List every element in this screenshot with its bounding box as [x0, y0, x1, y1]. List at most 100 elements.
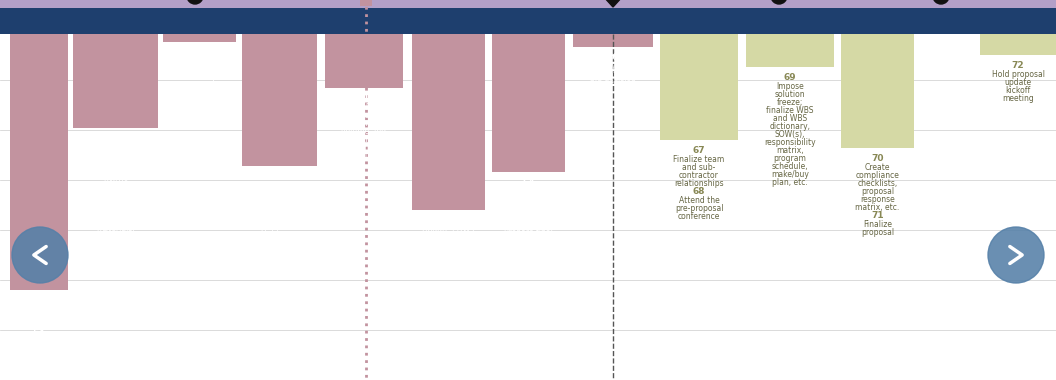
Text: 68: 68 [693, 187, 705, 196]
Text: review PDWs;: review PDWs; [253, 189, 305, 198]
Text: response: response [861, 195, 894, 204]
Text: mock-ups/: mock-ups/ [260, 205, 299, 214]
Text: Team review,: Team review, [339, 111, 389, 120]
Text: 70: 70 [871, 154, 884, 163]
Circle shape [187, 0, 203, 4]
Circle shape [771, 0, 787, 4]
Text: 62: 62 [442, 216, 455, 225]
Text: Draft: Draft [106, 265, 126, 274]
Bar [980, 34, 1056, 55]
Text: 54: 54 [33, 329, 45, 338]
Text: writers': writers' [101, 200, 130, 209]
Text: Prepare: Prepare [24, 338, 54, 347]
Text: Pink Team: Pink Team [429, 257, 468, 266]
Text: 57: 57 [109, 256, 121, 265]
Text: Attend the: Attend the [679, 196, 719, 205]
Text: Prepare final: Prepare final [504, 228, 553, 237]
Bar [660, 34, 738, 140]
Text: make/buy: make/buy [771, 170, 809, 179]
Text: matrix, etc.: matrix, etc. [855, 203, 900, 212]
Text: OPPs: OPPs [270, 213, 289, 222]
Text: Initiate: Initiate [25, 305, 53, 314]
Text: preparation: preparation [17, 313, 61, 322]
Text: bid decision: bid decision [590, 78, 636, 87]
Circle shape [934, 0, 949, 4]
Text: pre-proposal: pre-proposal [675, 204, 723, 213]
Text: conference: conference [678, 212, 720, 221]
Text: relationships: relationships [674, 179, 723, 188]
Text: recommend-: recommend- [505, 244, 552, 253]
Text: contractor: contractor [679, 171, 719, 180]
Text: Impose: Impose [776, 82, 804, 91]
Text: proposal: proposal [861, 187, 894, 196]
Bar [492, 34, 565, 172]
Text: matrix: matrix [102, 175, 128, 184]
Circle shape [12, 227, 68, 283]
Text: initial: initial [353, 135, 375, 144]
Bar [746, 34, 834, 67]
Bar [360, 0, 372, 6]
Text: cost estimate: cost estimate [338, 151, 390, 160]
Text: Complete and: Complete and [252, 181, 306, 190]
Text: proposal: proposal [861, 228, 894, 237]
Text: freeze;: freeze; [777, 98, 804, 107]
Text: 69: 69 [784, 73, 796, 82]
Text: ups/OPPs in: ups/OPPs in [426, 241, 471, 250]
Text: of PDWs: of PDWs [23, 321, 55, 330]
Text: 53: 53 [33, 296, 45, 305]
Text: review and: review and [259, 238, 301, 247]
Text: and sub-: and sub- [682, 163, 716, 172]
Bar [841, 34, 914, 148]
Text: ation: ation [518, 252, 539, 261]
Text: update: update [1004, 78, 1032, 87]
Text: dictionary,: dictionary, [770, 122, 811, 131]
Text: Review and: Review and [591, 62, 635, 71]
Text: Prepare: Prepare [100, 192, 130, 201]
Text: customer: customer [510, 203, 547, 212]
Bar [325, 34, 403, 88]
Bar [73, 34, 158, 128]
Text: response to: response to [426, 249, 471, 258]
Bar [242, 34, 317, 166]
Text: 64: 64 [522, 178, 534, 187]
Text: BOEs: BOEs [106, 248, 126, 257]
Text: bogies to: bogies to [98, 240, 133, 249]
Text: solution: solution [775, 90, 806, 99]
Text: kickoff: kickoff [1005, 86, 1031, 95]
Text: kickoff: kickoff [187, 65, 212, 74]
Text: meeting: meeting [1002, 94, 1034, 103]
Text: Hold proposal: Hold proposal [173, 57, 226, 66]
Text: 58: 58 [193, 48, 206, 57]
Text: 55: 55 [109, 134, 121, 143]
Text: Finalize: Finalize [863, 220, 892, 229]
Text: finalize WBS: finalize WBS [767, 106, 814, 115]
Text: volume and: volume and [341, 127, 386, 136]
Text: gather re-use: gather re-use [90, 216, 142, 225]
Text: responsibility: responsibility [765, 138, 816, 147]
Text: and mock-: and mock- [429, 233, 469, 242]
Text: SOW/WBS/: SOW/WBS/ [95, 151, 136, 160]
Text: solicitation: solicitation [507, 211, 549, 220]
Text: Hold proposal: Hold proposal [992, 70, 1044, 79]
Text: bottom-up: bottom-up [344, 143, 384, 152]
Text: Create: Create [102, 143, 128, 152]
Circle shape [988, 227, 1044, 283]
Text: checklists,: checklists, [857, 179, 898, 188]
Text: schedule,: schedule, [772, 162, 808, 171]
Bar [10, 34, 68, 290]
Text: responsibility: responsibility [90, 167, 142, 176]
Text: BOE: BOE [108, 159, 124, 168]
Text: SOW(s),: SOW(s), [775, 130, 806, 139]
Text: and WBS: and WBS [773, 114, 807, 123]
Text: plan, etc.: plan, etc. [772, 178, 808, 187]
Text: Finalize team: Finalize team [674, 155, 724, 164]
Text: 72: 72 [1012, 61, 1024, 70]
Text: Hold peer: Hold peer [261, 230, 298, 239]
Text: materials;: materials; [96, 224, 135, 233]
Text: 71: 71 [871, 211, 884, 220]
Text: bid/no-bid: bid/no-bid [509, 236, 548, 245]
Text: compliance: compliance [855, 171, 900, 180]
Text: Hold Pink: Hold Pink [346, 103, 382, 112]
Bar [412, 34, 485, 210]
Text: matrix,: matrix, [776, 146, 804, 155]
